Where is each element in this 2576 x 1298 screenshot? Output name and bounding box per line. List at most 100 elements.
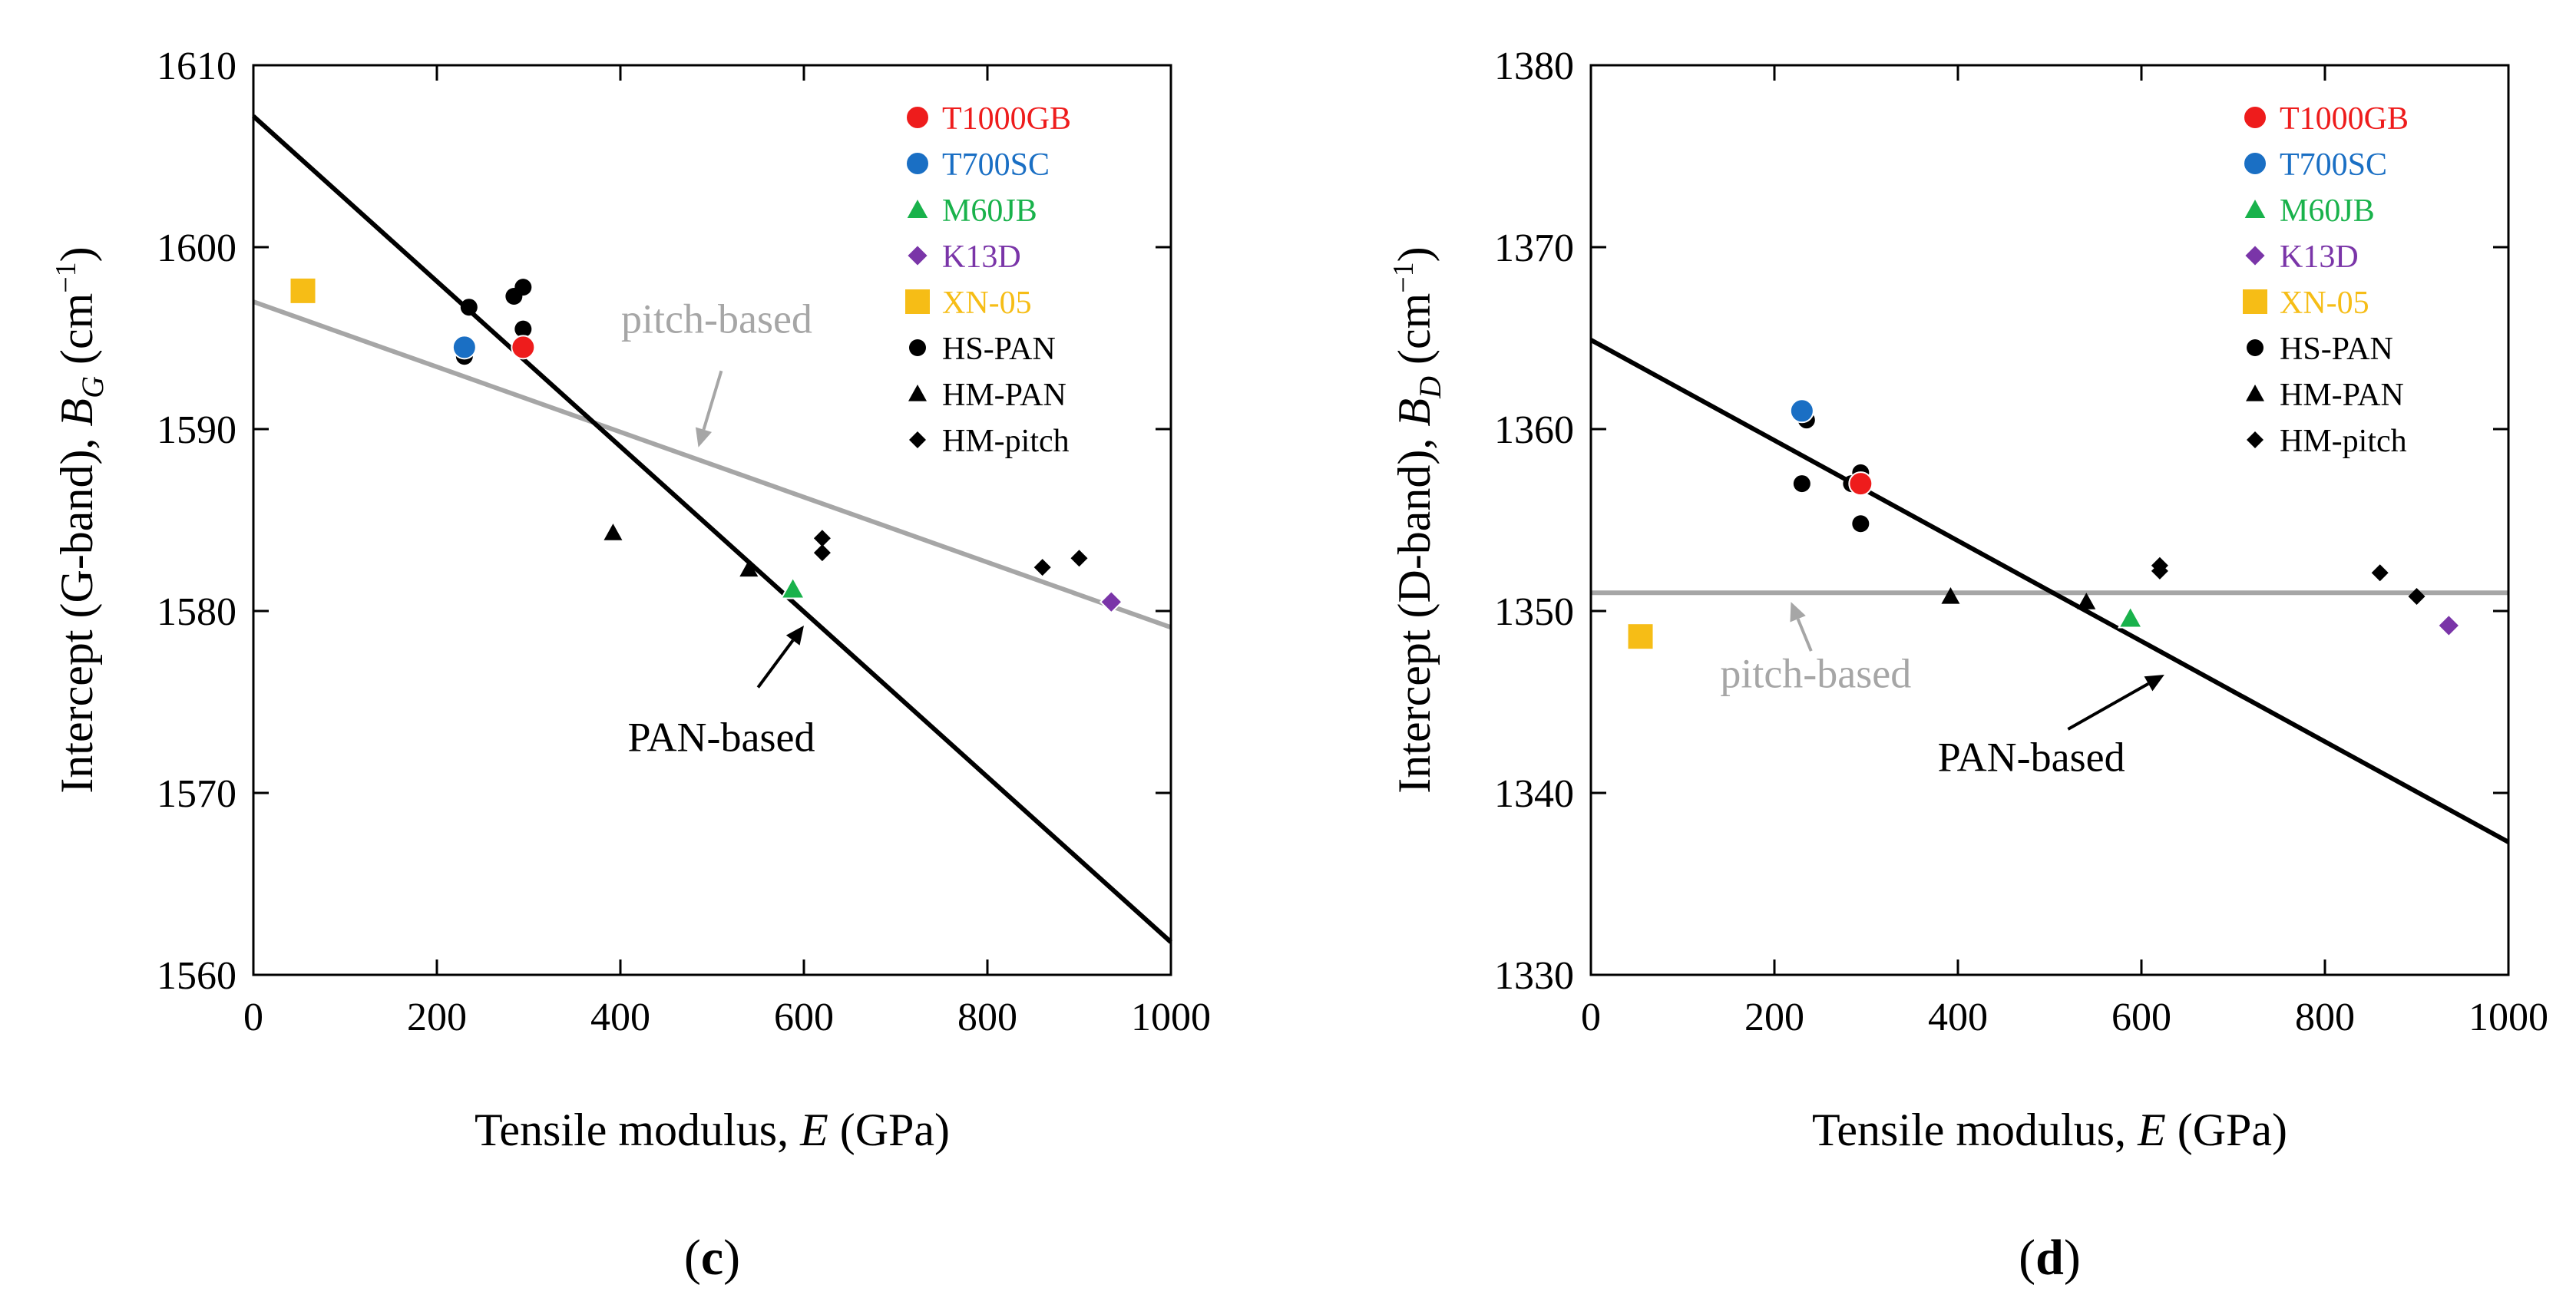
legend-label-HM-pitch: HM-pitch: [2280, 424, 2407, 459]
legend-label-HM-PAN: HM-PAN: [942, 378, 1066, 413]
fit-line-PAN-based: [251, 114, 1173, 944]
annotation-PAN-based: PAN-based: [1938, 735, 2125, 781]
legend: T1000GB T700SC M60JB K13D XN-05 HS-PAN HM-PAN H…: [2242, 101, 2409, 459]
legend-marker-XN-05: [2243, 289, 2267, 314]
x-tick-label: 400: [1928, 996, 1988, 1039]
x-tick-label: 200: [407, 996, 467, 1039]
legend-label-T700SC: T700SC: [2280, 147, 2387, 183]
legend-label-XN-05: XN-05: [942, 286, 1032, 321]
legend-label-K13D: K13D: [942, 239, 1021, 275]
legend-marker-K13D: [2243, 243, 2267, 268]
legend-marker-HS-PAN: [909, 339, 926, 356]
annotation-arrow-shaft: [702, 370, 723, 431]
legend: T1000GB T700SC M60JB K13D XN-05 HS-PAN HM-PAN H…: [904, 101, 1071, 459]
data-point-HM-pitch: [813, 544, 831, 562]
data-point-HS-PAN: [1793, 475, 1810, 493]
x-tick-label: 400: [590, 996, 650, 1039]
data-point-XN-05: [1628, 624, 1653, 649]
x-tick-label: 0: [1581, 996, 1601, 1039]
annotation-arrow-head: [785, 625, 804, 646]
legend-marker-T1000GB: [2243, 105, 2267, 130]
data-point-HS-PAN: [514, 279, 532, 296]
legend-marker-T700SC: [905, 151, 930, 176]
y-tick-label: 1600: [157, 226, 236, 270]
panel-label: (c): [684, 1230, 740, 1286]
legend-marker-M60JB: [2242, 196, 2268, 220]
x-tick-label: 200: [1744, 996, 1804, 1039]
annotation-arrow-shaft: [1796, 618, 1813, 652]
data-point-XN-05: [290, 278, 316, 303]
y-tick-label: 1570: [157, 772, 236, 816]
data-point-T1000GB: [511, 335, 536, 360]
data-point-M60JB: [779, 576, 806, 599]
panel-label: (d): [2019, 1230, 2081, 1286]
legend-marker-M60JB: [904, 196, 931, 220]
legend-label-HS-PAN: HS-PAN: [942, 332, 1056, 367]
legend-label-XN-05: XN-05: [2280, 286, 2369, 321]
legend-marker-HM-PAN: [908, 385, 927, 401]
legend-label-M60JB: M60JB: [2280, 193, 2375, 229]
x-tick-label: 1000: [2469, 996, 2548, 1039]
chart-panel-c: pitch-based PAN-based T1000GB T700SC M60JB K…: [50, 45, 1211, 1286]
y-tick-label: 1360: [1494, 408, 1574, 452]
legend-marker-K13D: [905, 243, 930, 268]
annotation-arrow-head: [2144, 674, 2164, 692]
legend-label-T700SC: T700SC: [942, 147, 1050, 183]
y-tick-label: 1580: [157, 590, 236, 634]
data-point-K13D: [1099, 590, 1123, 614]
y-tick-label: 1590: [157, 408, 236, 452]
y-tick-label: 1560: [157, 954, 236, 998]
data-point-HM-PAN: [739, 560, 759, 577]
data-point-HS-PAN: [460, 299, 478, 316]
legend-marker-HM-PAN: [2246, 385, 2264, 401]
y-tick-label: 1370: [1494, 226, 1574, 270]
data-point-HS-PAN: [1852, 515, 1870, 533]
y-tick-label: 1330: [1494, 954, 1574, 998]
data-point-HM-pitch: [1070, 550, 1088, 567]
plot-frame: [252, 64, 1172, 976]
legend-label-K13D: K13D: [2280, 239, 2359, 275]
x-tick-label: 1000: [1131, 996, 1211, 1039]
annotation-arrow-shaft: [2067, 682, 2149, 731]
chart-panel-d: pitch-based PAN-based T1000GB T700SC M60JB K…: [1387, 45, 2548, 1286]
data-point-HM-PAN: [2077, 593, 2096, 609]
x-tick-label: 600: [774, 996, 834, 1039]
x-tick-label: 0: [243, 996, 263, 1039]
legend-label-HM-PAN: HM-PAN: [2280, 378, 2404, 413]
fit-line-PAN-based: [1589, 338, 2510, 844]
data-point-HM-pitch: [813, 530, 831, 547]
y-tick-label: 1380: [1494, 45, 1574, 88]
y-tick-label: 1610: [157, 45, 236, 88]
data-point-HS-PAN: [514, 320, 532, 338]
annotation-PAN-based: PAN-based: [627, 714, 815, 760]
annotation-arrow-head: [1790, 602, 1806, 623]
y-axis-label: Intercept (G-band), BG (cm−1): [50, 246, 110, 793]
annotation-pitch-based: pitch-based: [1720, 651, 1911, 697]
legend-marker-HM-pitch: [2247, 431, 2264, 448]
data-point-HM-pitch: [2408, 588, 2426, 606]
legend-marker-HM-pitch: [909, 431, 926, 448]
legend-label-T1000GB: T1000GB: [942, 101, 1071, 137]
data-point-M60JB: [2117, 605, 2144, 629]
legend-label-HS-PAN: HS-PAN: [2280, 332, 2393, 367]
data-point-HM-pitch: [2151, 562, 2168, 580]
plot-frame: [1589, 64, 2510, 976]
data-point-T700SC: [451, 335, 477, 360]
legend-marker-HS-PAN: [2247, 339, 2264, 356]
legend-marker-XN-05: [905, 289, 930, 314]
legend-marker-T700SC: [2243, 151, 2267, 176]
fit-line-pitch-based: [252, 299, 1172, 630]
legend-label-HM-pitch: HM-pitch: [942, 424, 1070, 459]
data-point-HM-pitch: [2371, 564, 2389, 582]
legend-label-M60JB: M60JB: [942, 193, 1037, 229]
y-axis-label: Intercept (D-band), BD (cm−1): [1387, 246, 1447, 793]
x-axis-label: Tensile modulus, E (GPa): [475, 1105, 950, 1155]
x-tick-label: 800: [2295, 996, 2355, 1039]
annotation-pitch-based: pitch-based: [621, 296, 812, 342]
data-point-T1000GB: [1848, 471, 1873, 497]
y-tick-label: 1340: [1494, 772, 1574, 816]
data-point-T700SC: [1789, 398, 1814, 424]
data-point-HM-PAN: [603, 523, 623, 540]
legend-marker-T1000GB: [905, 105, 930, 130]
